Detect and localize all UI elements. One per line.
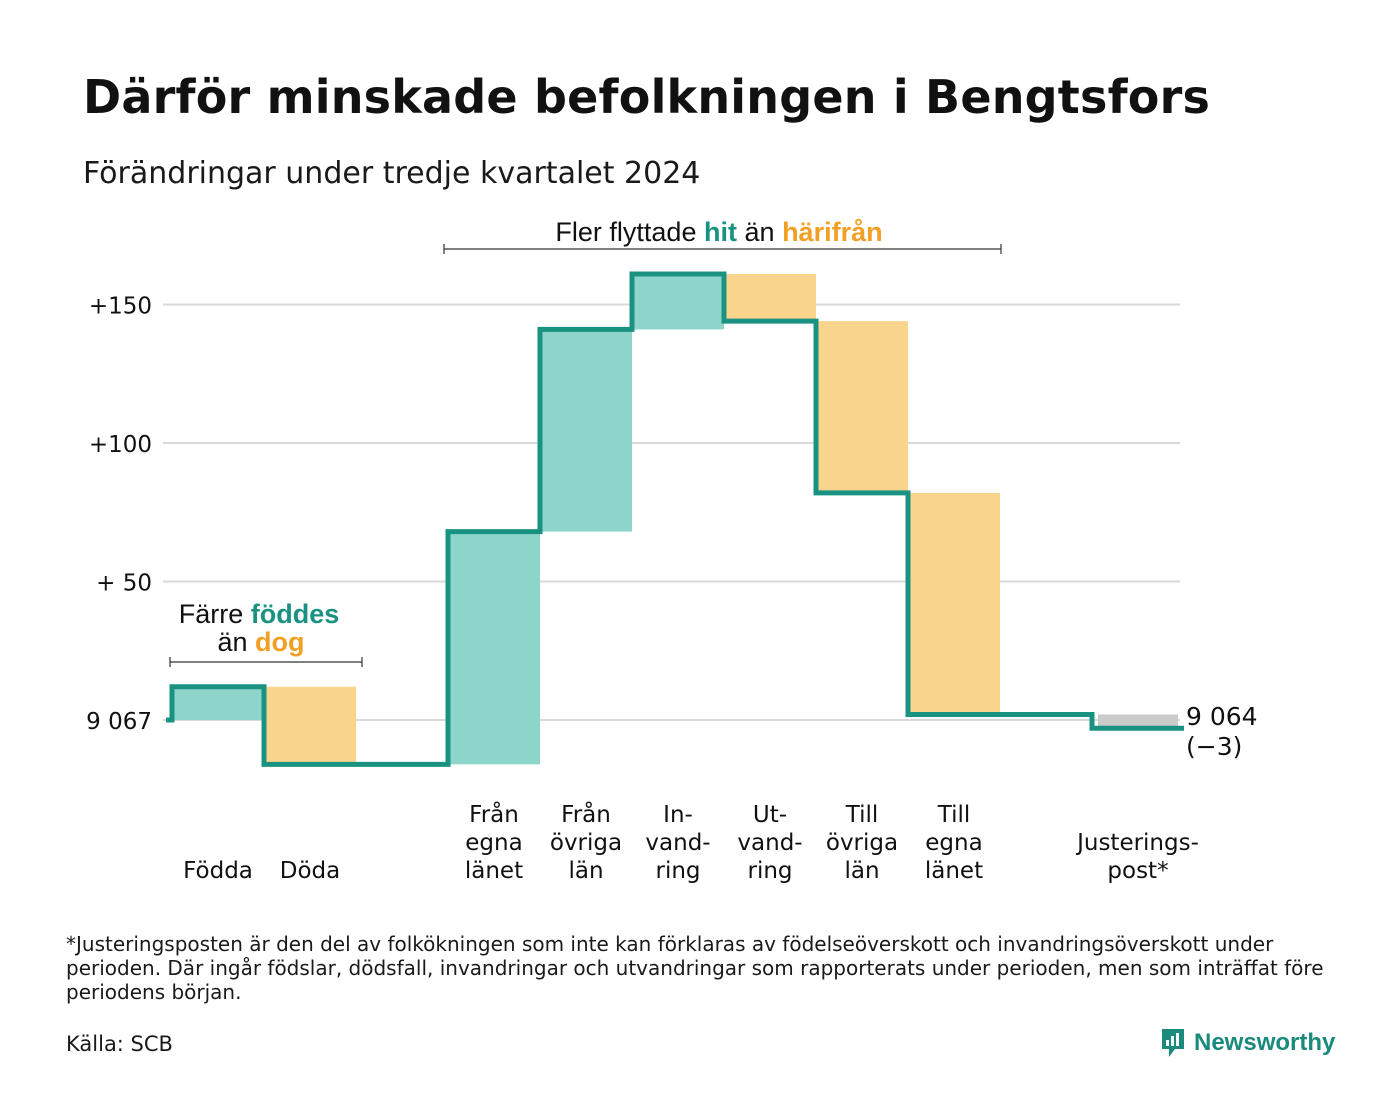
annotation-bd-away: dog xyxy=(255,627,304,657)
x-axis-labels: Födda Döda Från egna länet Från övriga län In-va… xyxy=(183,800,1199,884)
bar xyxy=(264,686,356,765)
chart-subtitle: Förändringar under tredje kvartalet 2024 xyxy=(83,156,701,191)
y-axis-labels: 9 067 + 50 +100 +150 xyxy=(86,294,152,736)
x-tick-label: Döda xyxy=(280,858,340,884)
annotation-bd-hit: föddes xyxy=(251,599,340,629)
x-tick-label: Justerings-post* xyxy=(1075,830,1199,884)
footnote: *Justeringsposten är den del av folkökni… xyxy=(66,932,1324,1004)
bar xyxy=(540,329,632,532)
y-tick-label: + 50 xyxy=(96,571,152,597)
waterfall-chart: 9 067 + 50 +100 +150 Födda Döda Från egna länet… xyxy=(86,217,1258,884)
annotation-mig-away: härifrån xyxy=(782,217,883,247)
bar xyxy=(724,274,816,322)
bar xyxy=(816,321,908,493)
bars xyxy=(172,274,1178,765)
x-tick-label: In-vand-ring xyxy=(645,802,710,884)
svg-text:än dog: än dog xyxy=(217,627,304,657)
x-tick-label: Till övriga län xyxy=(826,802,898,884)
svg-text:Färre föddes: Färre föddes xyxy=(179,599,340,629)
annotation-bd-prefix: Färre xyxy=(179,599,244,629)
bar xyxy=(448,531,540,765)
bar xyxy=(172,686,264,720)
annotation-bd-middle: än xyxy=(217,627,247,657)
source-label: Källa: SCB xyxy=(66,1032,173,1056)
step-line xyxy=(166,271,1184,767)
end-value-label: 9 064 xyxy=(1186,702,1258,731)
annotation-mig-middle: än xyxy=(745,217,775,247)
bar xyxy=(1098,714,1178,729)
brand-name: Newsworthy xyxy=(1194,1029,1336,1056)
population-step-line xyxy=(166,271,1184,767)
annotation-mig-hit: hit xyxy=(704,217,737,247)
annotation-births-deaths: Färre föddes än dog xyxy=(169,599,363,667)
annotation-mig-prefix: Fler flyttade xyxy=(555,217,696,247)
y-tick-label: +100 xyxy=(89,432,152,458)
x-tick-label: Från egna länet xyxy=(465,800,523,884)
brand-logo: Newsworthy xyxy=(1160,1027,1335,1059)
x-tick-label: Till egna länet xyxy=(925,802,983,884)
end-change-label: (−3) xyxy=(1186,732,1242,761)
bar xyxy=(908,492,1000,715)
x-tick-label: Födda xyxy=(183,858,253,884)
svg-text:Fler flyttade hit: Fler flyttade hit än härifrån xyxy=(555,217,882,247)
x-tick-label: Från övriga län xyxy=(550,800,622,884)
gridlines xyxy=(163,303,1180,721)
newsworthy-logo-icon xyxy=(1162,1029,1184,1057)
chart-title: Därför minskade befolkningen i Bengtsfor… xyxy=(83,70,1211,124)
x-tick-label: Ut-vand-ring xyxy=(737,802,802,884)
annotation-migration: Fler flyttade hit än härifrån xyxy=(443,217,1002,254)
bar xyxy=(632,274,724,330)
y-tick-label: 9 067 xyxy=(86,709,152,735)
y-tick-label: +150 xyxy=(89,294,152,320)
